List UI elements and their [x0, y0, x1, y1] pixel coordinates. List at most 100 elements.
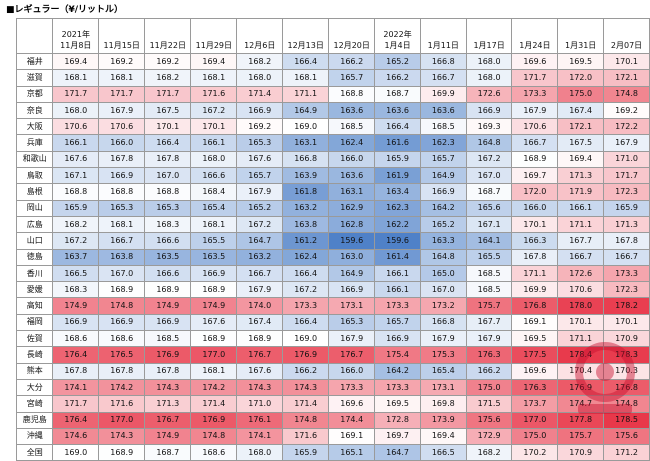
price-cell: 164.9: [419, 167, 467, 185]
price-cell: 169.6: [511, 52, 559, 71]
prefecture-cell: 広島: [15, 215, 54, 234]
price-cell: 169.5: [557, 52, 605, 71]
price-cell: 168.8: [144, 183, 192, 201]
price-cell: 169.7: [511, 167, 559, 185]
table-row: 広島 168.2 168.1 168.3 168.1 167.2 163.8 162.8 162…: [15, 215, 650, 234]
price-cell: 162.4: [282, 248, 330, 266]
column-header: 2021年 11月8日: [52, 18, 100, 54]
price-cell: 165.3: [144, 199, 192, 217]
price-cell: 171.1: [557, 215, 605, 234]
price-cell: 170.1: [511, 215, 559, 234]
price-cell: 167.8: [144, 150, 192, 169]
price-cell: 174.2: [190, 378, 238, 397]
price-cell: 169.6: [328, 395, 376, 413]
price-cell: 163.6: [328, 167, 376, 185]
price-cell: 171.5: [465, 395, 513, 413]
prefecture-cell: 岡山: [15, 199, 54, 217]
price-cell: 174.3: [236, 378, 284, 397]
price-cell: 168.7: [144, 444, 192, 461]
column-date: 1月4日: [384, 41, 411, 50]
price-table: 2021年 11月8日 11月15日 11月22日 11月29日 12月6日 12月13日 1…: [15, 18, 650, 461]
table-row: 鳥取 167.1 166.9 167.0 166.6 165.7 163.9 163.6 161…: [15, 167, 650, 185]
price-cell: 177.0: [190, 346, 238, 364]
price-cell: 178.2: [603, 297, 650, 315]
price-cell: 165.9: [374, 150, 421, 169]
price-cell: 167.8: [511, 248, 559, 266]
price-cell: 166.6: [144, 232, 192, 250]
price-cell: 167.2: [465, 150, 513, 169]
prefecture-cell: 全国: [15, 444, 54, 461]
header-corner: [15, 18, 54, 54]
price-cell: 171.7: [98, 85, 146, 103]
price-cell: 174.3: [144, 378, 192, 397]
price-cell: 166.7: [557, 248, 605, 266]
price-cell: 165.2: [419, 215, 467, 234]
table-row: 高知 174.9 174.8 174.9 174.9 174.0 173.3 173.1 173…: [15, 297, 650, 315]
price-cell: 177.8: [557, 411, 605, 429]
price-cell: 168.8: [98, 183, 146, 201]
table-row: 愛媛 168.3 168.9 168.9 168.9 167.9 167.2 166.9 166…: [15, 281, 650, 299]
prefecture-cell: 鹿児島: [15, 411, 54, 429]
price-cell: 166.9: [374, 330, 421, 348]
price-cell: 172.1: [557, 118, 605, 136]
price-cell: 175.3: [419, 346, 467, 364]
price-cell: 167.9: [328, 330, 376, 348]
price-cell: 170.6: [98, 118, 146, 136]
column-date: 1月11日: [427, 41, 459, 50]
price-cell: 165.3: [328, 313, 376, 332]
price-cell: 162.8: [328, 215, 376, 234]
table-row: 鹿児島 176.4 177.0 176.7 176.9 176.1 174.8 174.4 17…: [15, 411, 650, 429]
price-cell: 166.1: [374, 264, 421, 283]
price-cell: 174.9: [52, 297, 100, 315]
price-cell: 167.2: [282, 281, 330, 299]
price-cell: 167.4: [557, 101, 605, 120]
price-cell: 174.6: [52, 427, 100, 446]
price-cell: 162.9: [328, 199, 376, 217]
column-date: 1月24日: [519, 41, 551, 50]
price-cell: 174.8: [603, 85, 650, 103]
column-header: 11月29日: [190, 18, 238, 54]
price-cell: 166.5: [419, 444, 467, 461]
price-cell: 166.9: [98, 313, 146, 332]
price-cell: 169.6: [511, 362, 559, 380]
price-cell: 168.5: [144, 330, 192, 348]
price-cell: 164.2: [374, 362, 421, 380]
price-cell: 166.0: [511, 199, 559, 217]
price-cell: 169.2: [98, 52, 146, 71]
price-cell: 165.3: [236, 134, 284, 152]
column-date: 1月17日: [473, 41, 505, 50]
price-cell: 165.6: [465, 199, 513, 217]
column-header: 12月6日: [236, 18, 284, 54]
price-cell: 171.1: [557, 330, 605, 348]
price-cell: 170.6: [511, 118, 559, 136]
price-cell: 168.5: [419, 118, 467, 136]
price-cell: 159.6: [328, 232, 376, 250]
price-cell: 168.5: [328, 118, 376, 136]
price-cell: 168.0: [52, 101, 100, 120]
price-cell: 170.1: [603, 52, 650, 71]
price-cell: 168.0: [236, 444, 284, 461]
table-title: ■レギュラー（¥/リットル）: [6, 5, 124, 15]
price-cell: 164.9: [328, 264, 376, 283]
price-cell: 166.9: [236, 101, 284, 120]
price-cell: 170.2: [511, 444, 559, 461]
table-row: 滋賀 168.1 168.1 168.2 168.1 168.0 168.1 165.7 166…: [15, 69, 650, 87]
prefecture-cell: 大分: [15, 378, 54, 397]
price-cell: 169.0: [282, 118, 330, 136]
column-year: 2021年: [61, 30, 90, 39]
price-cell: 174.8: [603, 395, 650, 413]
price-cell: 171.7: [511, 69, 559, 87]
price-cell: 169.9: [419, 85, 467, 103]
price-cell: 165.2: [374, 52, 421, 71]
price-cell: 174.8: [282, 411, 330, 429]
price-cell: 171.1: [282, 85, 330, 103]
price-cell: 165.7: [374, 313, 421, 332]
price-cell: 165.4: [419, 362, 467, 380]
price-cell: 174.8: [98, 297, 146, 315]
price-cell: 165.5: [465, 248, 513, 266]
price-cell: 170.1: [190, 118, 238, 136]
price-cell: 166.1: [374, 281, 421, 299]
price-cell: 163.0: [328, 248, 376, 266]
price-cell: 176.4: [52, 346, 100, 364]
price-cell: 168.0: [465, 52, 513, 71]
